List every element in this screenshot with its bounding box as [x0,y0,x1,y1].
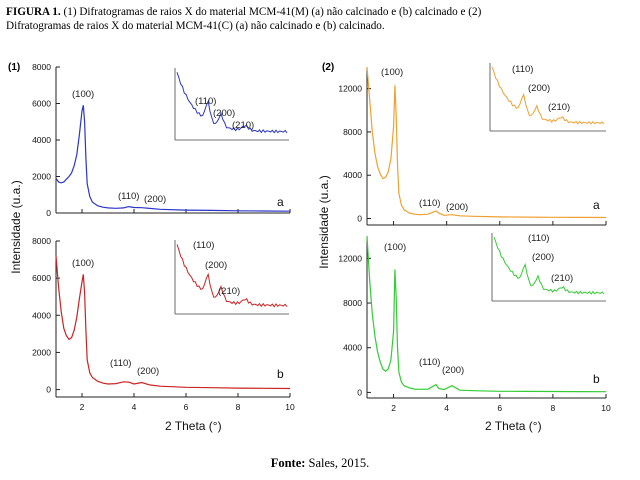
x-tick-label: 4 [444,403,449,413]
peak-label: (110) [419,357,440,368]
peak-label: (110) [118,191,139,202]
series-line [366,235,607,393]
caption-line-1: (1) Difratogramas de raios X do material… [63,6,482,18]
series-line [366,66,607,219]
peak-label: (200) [144,194,166,205]
x-tick-label: 2 [391,403,396,413]
curve-label: a [277,195,284,209]
inset-peak-label: (210) [551,273,573,284]
curve-label: a [593,198,600,212]
caption-line-2: Difratogramas de raios X do material MCM… [6,20,385,32]
x-tick-label: 6 [497,403,502,413]
y-tick-label: 0 [46,208,51,218]
inset-peak-label: (110) [528,233,549,244]
panel-label: (2) [322,62,334,73]
curve-label: b [277,367,284,381]
peak-label: (100) [72,258,94,269]
y-tick-label: 12000 [338,84,362,94]
y-tick-label: 4000 [343,170,362,180]
y-tick-label: 4000 [343,343,362,353]
y-tick-label: 0 [46,385,51,395]
inset-peak-label: (200) [528,83,550,94]
figure-source: Fonte: Sales, 2015. [0,456,640,471]
y-tick-label: 6000 [32,99,51,109]
inset-series-line [176,72,288,134]
panel-label: (1) [8,62,20,73]
figure-caption: FIGURA 1. (1) Difratogramas de raios X d… [6,5,636,33]
y-tick-label: 8000 [32,62,51,72]
y-tick-label: 2000 [32,172,51,182]
peak-label: (200) [137,366,159,377]
x-tick-label: 8 [236,402,241,412]
inset-peak-label: (200) [532,252,554,263]
inset-series-line [491,67,605,125]
x-axis-label: 2 Theta (°) [485,419,542,433]
peak-label: (200) [446,202,468,213]
y-tick-label: 8000 [32,236,51,246]
x-tick-label: 2 [80,402,85,412]
series-line [55,255,291,390]
y-axis-label: Intensidade (u.a.) [317,175,331,268]
peak-label: (110) [419,198,440,209]
peak-label: (100) [384,242,406,253]
x-tick-label: 10 [285,402,295,412]
footer-text: Sales, 2015. [305,456,370,470]
series-line [55,105,291,212]
peak-label: (110) [110,358,131,369]
inset-series-line [493,237,605,295]
y-axis-label: Intensidade (u.a.) [9,180,23,273]
y-tick-label: 8000 [343,298,362,308]
inset-peak-label: (210) [218,286,240,297]
x-tick-label: 4 [132,402,137,412]
inset-peak-label: (110) [193,240,214,251]
y-tick-label: 12000 [338,253,362,263]
inset-peak-label: (210) [232,120,254,131]
y-tick-label: 4000 [32,135,51,145]
footer-label: Fonte: [270,456,306,470]
caption-label: FIGURA 1. [6,6,61,18]
x-tick-label: 8 [551,403,556,413]
y-tick-label: 8000 [343,127,362,137]
y-tick-label: 6000 [32,273,51,283]
x-tick-label: 10 [601,403,611,413]
peak-label: (100) [381,67,403,78]
curve-label: b [593,372,600,386]
peak-label: (200) [442,365,464,376]
y-tick-label: 0 [357,214,362,224]
y-tick-label: 2000 [32,347,51,357]
y-tick-label: 0 [357,387,362,397]
y-tick-label: 4000 [32,310,51,320]
inset-peak-label: (210) [548,102,570,113]
x-axis-label: 2 Theta (°) [165,419,222,433]
inset-peak-label: (200) [213,108,235,119]
peak-label: (100) [72,89,94,100]
inset-peak-label: (110) [512,64,533,75]
x-tick-label: 6 [184,402,189,412]
inset-peak-label: (200) [205,260,227,271]
inset-peak-label: (110) [195,96,216,107]
inset-series-line [176,244,288,308]
